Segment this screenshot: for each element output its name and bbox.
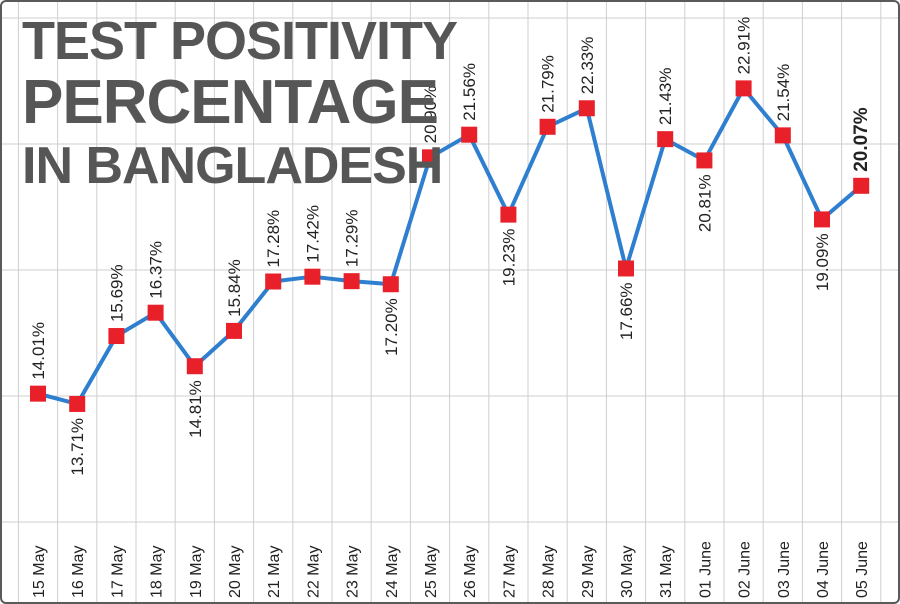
data-label: 22.33%: [578, 37, 597, 95]
data-point-marker: [578, 100, 595, 117]
data-label: 17.20%: [382, 298, 401, 356]
x-tick-label: 16 May: [70, 546, 87, 598]
x-tick-label: 31 May: [658, 546, 675, 598]
series-line: [37, 86, 863, 406]
data-point-marker: [226, 322, 242, 339]
data-point-marker: [30, 385, 46, 402]
x-tick-label: 19 May: [188, 546, 205, 598]
data-label: 21.54%: [774, 64, 793, 122]
data-point-marker: [382, 276, 399, 293]
data-point-marker: [853, 177, 870, 194]
data-label: 19.09%: [813, 233, 832, 291]
data-point-marker: [461, 126, 478, 143]
data-labels: 14.01% 13.71% 15.69% 16.37% 14.81% 15.84% 17.2…: [29, 17, 872, 476]
data-point-marker: [735, 80, 752, 97]
data-point-marker: [265, 273, 282, 290]
series-polyline: [37, 86, 863, 406]
x-tick-label: 03 June: [776, 541, 793, 598]
data-point-marker: [618, 260, 634, 277]
chart-title-line-2: PERCENTAGE: [22, 68, 439, 137]
data-label: 21.43%: [656, 67, 675, 125]
chart-title-line-1: TEST POSITIVITY: [22, 11, 458, 71]
data-point-marker: [539, 118, 556, 135]
x-tick-labels: 15 May 16 May 17 May 18 May 19 May 20 May 21 M…: [31, 541, 871, 598]
x-tick-label: 15 May: [31, 546, 48, 598]
x-tick-label: 25 May: [423, 546, 440, 598]
data-point-marker: [657, 131, 674, 148]
data-label: 14.81%: [186, 380, 205, 438]
data-label: 17.42%: [303, 205, 322, 263]
data-label: 21.56%: [460, 63, 479, 121]
data-point-marker: [69, 395, 86, 412]
data-label: 15.84%: [225, 259, 244, 317]
x-tick-label: 22 May: [305, 546, 322, 598]
data-point-marker: [108, 328, 125, 345]
x-tick-label: 24 May: [384, 546, 401, 598]
data-label: 20.90%: [421, 86, 440, 144]
x-tick-label: 17 May: [109, 546, 126, 598]
data-point-marker: [422, 149, 438, 166]
data-label: 19.23%: [499, 229, 518, 287]
data-label: 20.07%: [851, 107, 872, 172]
x-tick-label: 04 June: [815, 541, 832, 598]
data-point-marker: [500, 206, 517, 223]
x-tick-label: 02 June: [737, 541, 754, 598]
x-tick-label: 18 May: [149, 546, 166, 598]
x-tick-label: 05 June: [854, 541, 871, 598]
x-tick-label: 30 May: [619, 546, 636, 598]
data-point-marker: [304, 268, 321, 285]
data-point-marker: [147, 304, 164, 321]
x-tick-label: 27 May: [501, 546, 518, 598]
data-markers: [30, 80, 870, 412]
data-point-marker: [696, 152, 713, 169]
data-label: 13.71%: [68, 418, 87, 476]
data-point-marker: [186, 358, 203, 375]
data-label: 16.37%: [147, 241, 166, 299]
data-label: 22.91%: [735, 17, 754, 75]
data-label: 21.79%: [539, 55, 558, 113]
x-tick-label: 26 May: [462, 546, 479, 598]
data-point-marker: [774, 127, 791, 144]
data-label: 17.28%: [264, 210, 283, 268]
chart-title-line-3: IN BANGLADESH: [22, 137, 443, 195]
data-label: 17.66%: [617, 282, 636, 340]
x-tick-label: 29 May: [580, 546, 597, 598]
x-tick-label: 21 May: [266, 546, 283, 598]
data-label: 17.29%: [343, 209, 362, 267]
data-label: 15.69%: [107, 264, 126, 322]
x-tick-label: 01 June: [697, 541, 714, 598]
data-label: 20.81%: [695, 174, 714, 232]
x-tick-label: 23 May: [345, 546, 362, 598]
x-tick-label: 28 May: [541, 546, 558, 598]
x-tick-label: 20 May: [227, 546, 244, 598]
data-label: 14.01%: [29, 322, 48, 380]
data-point-marker: [814, 211, 830, 228]
data-point-marker: [343, 273, 360, 290]
